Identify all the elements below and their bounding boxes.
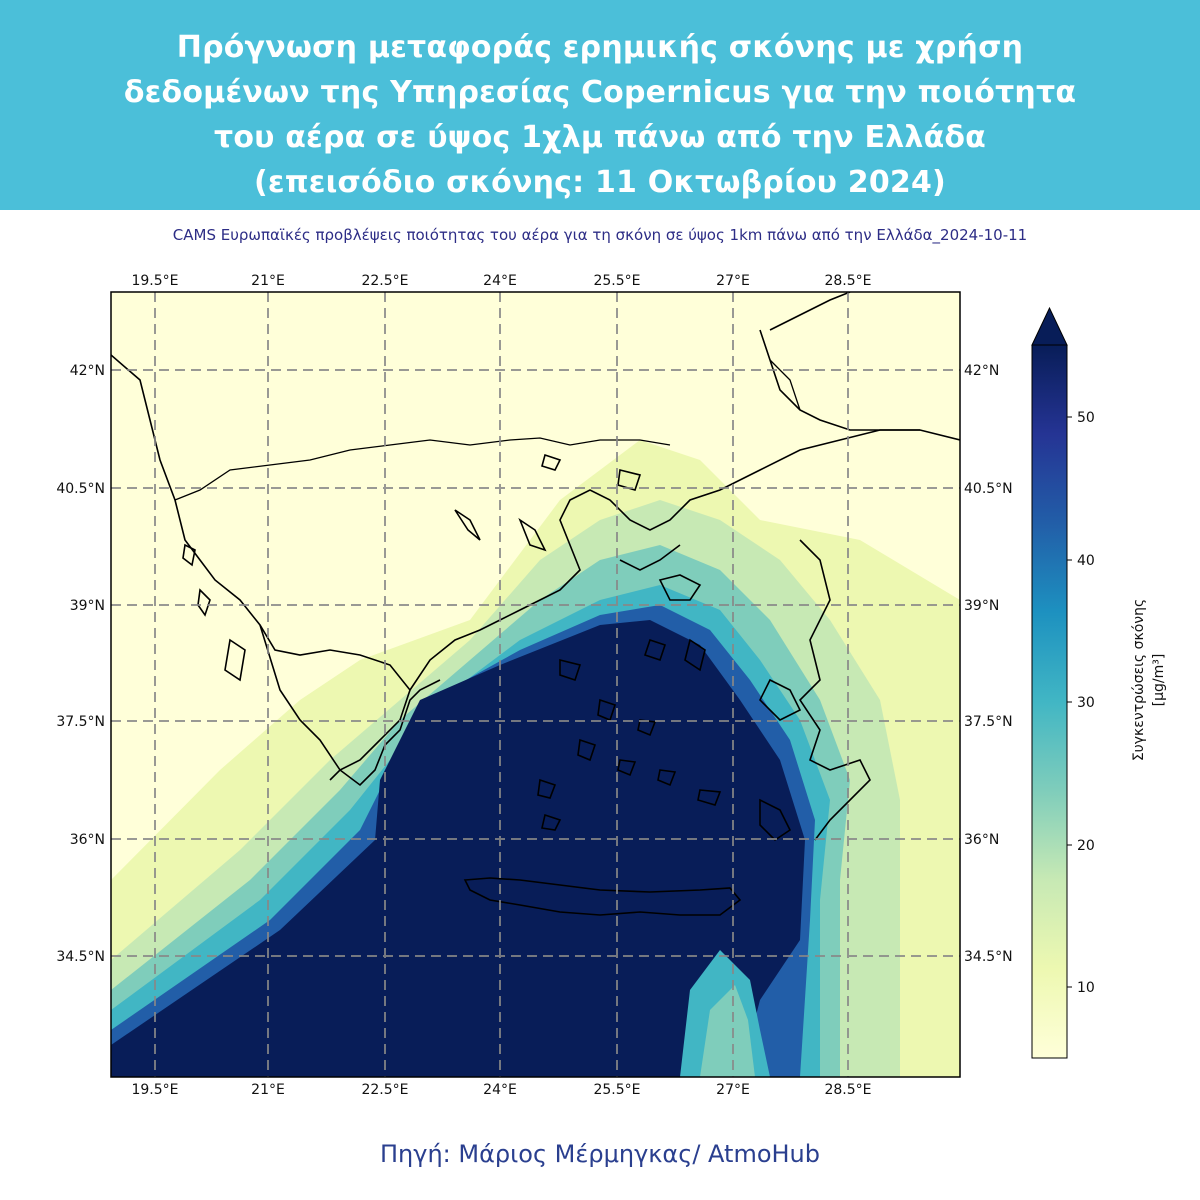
colorbar-extend-arrow [1031, 306, 1068, 346]
lat-label-left: 37.5°N [56, 714, 105, 730]
lat-label-left: 34.5°N [56, 949, 105, 965]
lon-label-bottom: 19.5°E [131, 1082, 178, 1098]
lon-label-bottom: 27°E [716, 1082, 750, 1098]
lon-label-top: 24°E [483, 273, 517, 289]
lon-labels-bottom: 19.5°E 21°E 22.5°E 24°E 25.5°E 27°E 28.5… [131, 1082, 871, 1098]
lat-labels-right: 42°N 40.5°N 39°N 37.5°N 36°N 34.5°N [964, 363, 1013, 965]
map-frame [110, 291, 961, 1078]
lon-label-bottom: 24°E [483, 1082, 517, 1098]
dust-map-figure: 19.5°E 21°E 22.5°E 24°E 25.5°E 27°E 28.5… [56, 273, 1167, 1098]
colorbar-ticks [1067, 416, 1072, 988]
colorbar-tick-label: 50 [1077, 410, 1095, 426]
country-borders [174, 359, 801, 501]
colorbar-tick-label: 20 [1077, 838, 1095, 854]
lat-label-right: 39°N [964, 598, 999, 614]
lon-label-bottom: 25.5°E [593, 1082, 640, 1098]
lat-label-right: 42°N [964, 363, 999, 379]
lon-label-top: 27°E [716, 273, 750, 289]
lon-label-top: 28.5°E [824, 273, 871, 289]
colorbar-bar [1031, 344, 1068, 1059]
title-line-2: δεδομένων της Υπηρεσίας Copernicus για τ… [123, 75, 1077, 110]
lon-label-bottom: 21°E [251, 1082, 285, 1098]
lat-labels-left: 42°N 40.5°N 39°N 37.5°N 36°N 34.5°N [56, 363, 105, 965]
lat-label-left: 40.5°N [56, 481, 105, 497]
lon-label-top: 22.5°E [361, 273, 408, 289]
title-line-1: Πρόγνωση μεταφοράς ερημικής σκόνης με χρ… [176, 30, 1024, 65]
title-line-4: (επεισόδιο σκόνης: 11 Οκτωβρίου 2024) [254, 165, 946, 200]
lon-label-bottom: 22.5°E [361, 1082, 408, 1098]
colorbar-tick-label: 30 [1077, 695, 1095, 711]
dust-concentration-field [111, 292, 960, 1077]
title-banner: Πρόγνωση μεταφοράς ερημικής σκόνης με χρ… [0, 0, 1200, 210]
lat-label-right: 36°N [964, 832, 999, 848]
lat-label-left: 36°N [70, 832, 105, 848]
lon-label-top: 25.5°E [593, 273, 640, 289]
lon-label-top: 19.5°E [131, 273, 178, 289]
colorbar-tick-label: 40 [1077, 553, 1095, 569]
source-credit: Πηγή: Μάριος Μέρμηγκας/ AtmoHub [380, 1140, 820, 1168]
lat-label-right: 40.5°N [964, 481, 1013, 497]
lon-label-bottom: 28.5°E [824, 1082, 871, 1098]
title-line-3: του αέρα σε ύψος 1χλμ πάνω από την Ελλάδ… [213, 120, 986, 155]
lat-label-right: 34.5°N [964, 949, 1013, 965]
colorbar-unit: [μg/m³] [1151, 654, 1167, 707]
colorbar-tick-label: 10 [1077, 980, 1095, 996]
lat-label-left: 42°N [70, 363, 105, 379]
map-subtitle: CAMS Ευρωπαϊκές προβλέψεις ποιότητας του… [172, 226, 1028, 244]
colorbar-label: Συγκεντρώσεις σκόνης [1131, 599, 1147, 761]
colorbar: 10 20 30 40 50 Συγκεντρώσεις σκόνης [μg/… [1031, 306, 1167, 1059]
lon-labels-top: 19.5°E 21°E 22.5°E 24°E 25.5°E 27°E 28.5… [131, 273, 871, 289]
lat-label-left: 39°N [70, 598, 105, 614]
lon-label-top: 21°E [251, 273, 285, 289]
graticule [111, 292, 960, 1077]
lat-label-right: 37.5°N [964, 714, 1013, 730]
